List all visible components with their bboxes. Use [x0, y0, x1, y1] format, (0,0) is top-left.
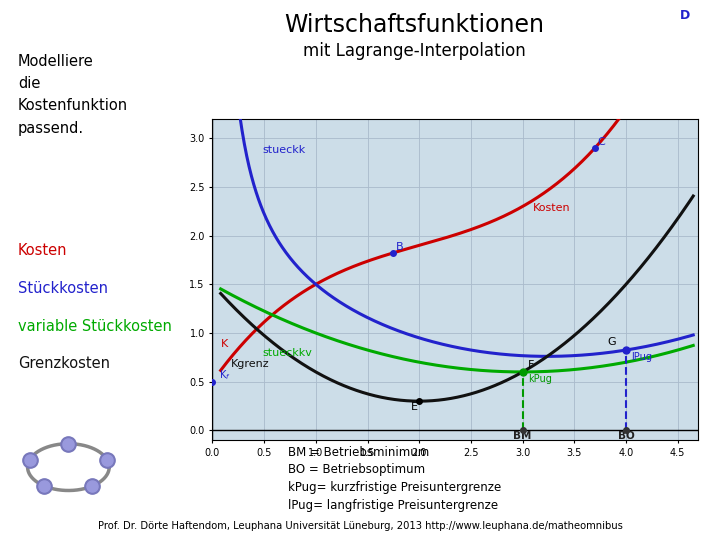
Text: D: D [680, 9, 690, 22]
Text: variable Stückkosten: variable Stückkosten [18, 319, 172, 334]
Text: B: B [395, 242, 403, 252]
Text: C: C [597, 137, 605, 147]
Text: Stückkosten: Stückkosten [18, 281, 108, 296]
Text: Grenzkosten: Grenzkosten [18, 356, 110, 372]
Text: kPug: kPug [528, 374, 552, 384]
Text: mit Lagrange-Interpolation: mit Lagrange-Interpolation [302, 42, 526, 60]
Text: E: E [410, 402, 418, 412]
Text: BO: BO [618, 430, 634, 441]
Text: Wirtschaftsfunktionen: Wirtschaftsfunktionen [284, 14, 544, 37]
Text: stueckkv: stueckkv [262, 348, 312, 359]
Text: K$_f$: K$_f$ [219, 368, 230, 382]
Text: Prof. Dr. Dörte Haftendom, Leuphana Universität Lüneburg, 2013 http://www.leupha: Prof. Dr. Dörte Haftendom, Leuphana Univ… [98, 521, 622, 531]
Text: F: F [528, 360, 534, 370]
Text: K: K [220, 340, 228, 349]
Text: Kosten: Kosten [533, 203, 570, 213]
Text: lPug: lPug [631, 352, 652, 362]
Text: stueckk: stueckk [262, 145, 305, 155]
Text: BM: BM [513, 430, 532, 441]
Text: G: G [608, 337, 616, 347]
Text: Kosten: Kosten [18, 243, 68, 258]
Text: BM = Betriebsminimum
BO = Betriebsoptimum
kPug= kurzfristige Preisuntergrenze
lP: BM = Betriebsminimum BO = Betriebsoptimu… [288, 446, 501, 512]
Text: Kgrenz: Kgrenz [231, 359, 269, 369]
Text: Modelliere
die
Kostenfunktion
passend.: Modelliere die Kostenfunktion passend. [18, 54, 128, 136]
